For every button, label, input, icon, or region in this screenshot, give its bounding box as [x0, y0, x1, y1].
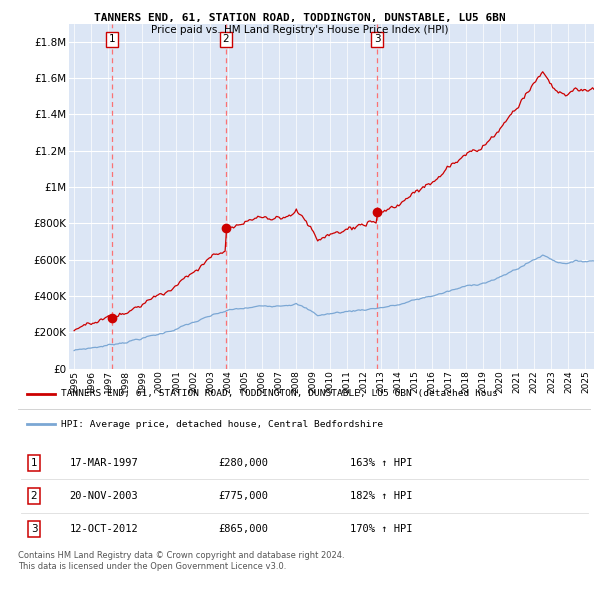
- Text: £280,000: £280,000: [218, 458, 269, 468]
- Text: Contains HM Land Registry data © Crown copyright and database right 2024.: Contains HM Land Registry data © Crown c…: [18, 551, 344, 560]
- Text: TANNERS END, 61, STATION ROAD, TODDINGTON, DUNSTABLE, LU5 6BN (detached hous: TANNERS END, 61, STATION ROAD, TODDINGTO…: [61, 389, 498, 398]
- Text: 12-OCT-2012: 12-OCT-2012: [70, 524, 139, 534]
- Text: 182% ↑ HPI: 182% ↑ HPI: [350, 491, 413, 501]
- Text: 2: 2: [31, 491, 37, 501]
- Text: £865,000: £865,000: [218, 524, 269, 534]
- Text: HPI: Average price, detached house, Central Bedfordshire: HPI: Average price, detached house, Cent…: [61, 419, 383, 428]
- Text: 170% ↑ HPI: 170% ↑ HPI: [350, 524, 413, 534]
- Text: 1: 1: [31, 458, 37, 468]
- Text: 163% ↑ HPI: 163% ↑ HPI: [350, 458, 413, 468]
- Text: 20-NOV-2003: 20-NOV-2003: [70, 491, 139, 501]
- Text: Price paid vs. HM Land Registry's House Price Index (HPI): Price paid vs. HM Land Registry's House …: [151, 25, 449, 35]
- Text: 1: 1: [109, 34, 115, 44]
- Text: £775,000: £775,000: [218, 491, 269, 501]
- Text: This data is licensed under the Open Government Licence v3.0.: This data is licensed under the Open Gov…: [18, 562, 286, 571]
- Text: 3: 3: [374, 34, 380, 44]
- Text: 3: 3: [31, 524, 37, 534]
- Text: 2: 2: [223, 34, 229, 44]
- Text: TANNERS END, 61, STATION ROAD, TODDINGTON, DUNSTABLE, LU5 6BN: TANNERS END, 61, STATION ROAD, TODDINGTO…: [94, 13, 506, 23]
- Text: 17-MAR-1997: 17-MAR-1997: [70, 458, 139, 468]
